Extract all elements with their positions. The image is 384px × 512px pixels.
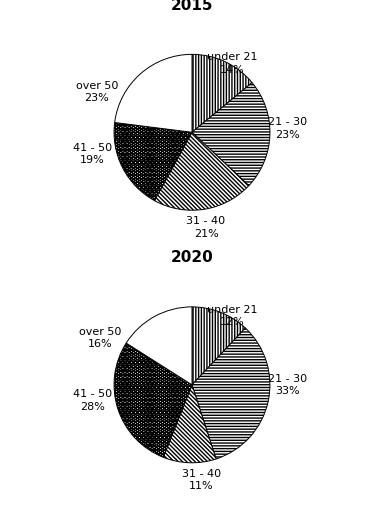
Wedge shape <box>192 82 270 186</box>
Text: 31 - 40
11%: 31 - 40 11% <box>182 468 221 491</box>
Text: over 50
16%: over 50 16% <box>79 327 121 349</box>
Text: 21 - 30
33%: 21 - 30 33% <box>268 374 307 396</box>
Wedge shape <box>154 132 249 210</box>
Wedge shape <box>163 385 216 463</box>
Wedge shape <box>114 343 192 457</box>
Wedge shape <box>114 122 192 201</box>
Wedge shape <box>192 307 245 385</box>
Text: 41 - 50
28%: 41 - 50 28% <box>73 389 112 412</box>
Text: over 50
23%: over 50 23% <box>76 80 118 103</box>
Wedge shape <box>115 54 192 132</box>
Text: 31 - 40
21%: 31 - 40 21% <box>187 216 225 239</box>
Title: 2020: 2020 <box>170 250 214 265</box>
Text: 21 - 30
23%: 21 - 30 23% <box>268 117 307 140</box>
Wedge shape <box>192 328 270 459</box>
Text: 41 - 50
19%: 41 - 50 19% <box>73 143 112 165</box>
Text: under 21
14%: under 21 14% <box>207 53 258 75</box>
Title: 2015: 2015 <box>171 0 213 13</box>
Wedge shape <box>192 54 252 132</box>
Wedge shape <box>126 307 192 385</box>
Text: under 21
12%: under 21 12% <box>207 305 258 328</box>
